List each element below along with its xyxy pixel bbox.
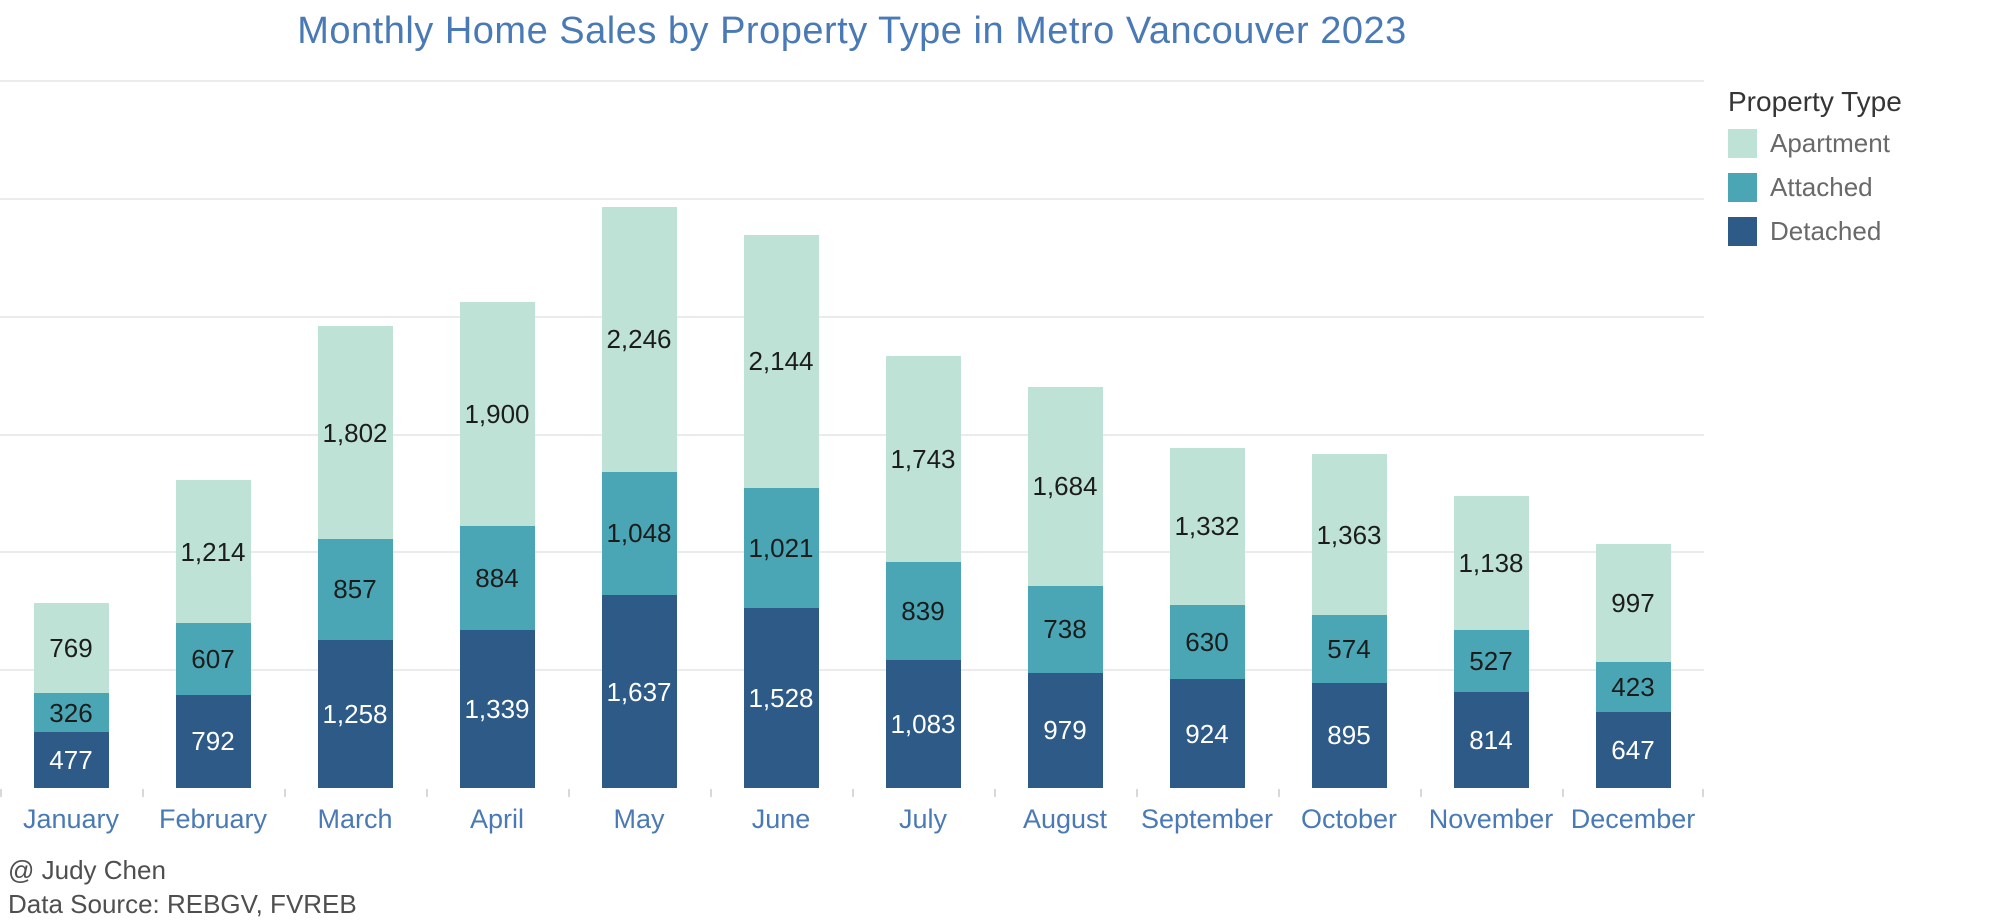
x-axis-tick	[284, 789, 286, 797]
x-axis-month-label: September	[1140, 804, 1274, 834]
x-axis-tick	[1136, 789, 1138, 797]
plot-area: 477 326 769 January 792 607 1,214 February 1,258…	[0, 80, 1704, 834]
bar-segment[interactable]	[1169, 679, 1245, 788]
gridline	[0, 197, 1704, 200]
bar-segment[interactable]	[885, 660, 961, 788]
legend-swatch	[1728, 129, 1757, 158]
bar-segment[interactable]	[317, 639, 393, 788]
bar-segment[interactable]	[743, 487, 819, 608]
x-axis-month-label: October	[1300, 804, 1398, 834]
legend-swatch	[1728, 217, 1757, 246]
x-axis-month-label: November	[1428, 804, 1554, 834]
chart-title: Monthly Home Sales by Property Type in M…	[297, 10, 1407, 52]
bar-segment[interactable]	[175, 694, 251, 788]
bar-segment[interactable]	[1595, 544, 1671, 662]
legend-swatch	[1728, 173, 1757, 202]
bar-segment[interactable]	[175, 623, 251, 695]
x-axis-tick	[710, 789, 712, 797]
legend-label: Apartment	[1770, 128, 1890, 158]
bar-segment[interactable]	[1311, 454, 1387, 615]
bar-segment[interactable]	[1169, 447, 1245, 605]
bar-segment[interactable]	[459, 526, 535, 631]
legend-label: Attached	[1770, 172, 1873, 202]
gridline	[0, 551, 1704, 554]
x-axis-tick	[568, 789, 570, 797]
legend-label: Detached	[1770, 216, 1882, 246]
legend-title: Property Type	[1728, 86, 1902, 117]
bar-segment[interactable]	[33, 731, 109, 788]
footer-author: @ Judy Chen	[8, 855, 166, 885]
bar-segment[interactable]	[1311, 614, 1387, 683]
bar-segment[interactable]	[459, 302, 535, 527]
x-axis-month-label: February	[158, 804, 268, 834]
bar-segment[interactable]	[317, 538, 393, 640]
legend: Property Type Apartment Attached Detached	[1728, 86, 1998, 260]
bar-segment[interactable]	[1169, 604, 1245, 680]
bar-segment[interactable]	[601, 595, 677, 788]
gridline	[0, 669, 1704, 672]
bar-segment[interactable]	[1027, 585, 1103, 673]
x-axis-month-label: January	[22, 804, 120, 834]
bar-segment[interactable]	[885, 356, 961, 562]
bar-segment[interactable]	[743, 235, 819, 488]
legend-item-detached[interactable]: Detached	[1728, 216, 1998, 247]
x-axis-month-label: May	[613, 804, 665, 834]
bar-segment[interactable]	[1027, 387, 1103, 586]
bar-segment[interactable]	[1453, 692, 1529, 788]
bar-segment[interactable]	[1595, 711, 1671, 788]
bar-segment[interactable]	[743, 607, 819, 788]
x-axis-month-label: March	[317, 804, 393, 834]
bar-segment[interactable]	[459, 630, 535, 788]
bar-segment[interactable]	[33, 693, 109, 732]
x-axis-month-label: April	[469, 804, 524, 834]
x-axis-month-label: August	[1022, 804, 1108, 834]
legend-item-apartment[interactable]: Apartment	[1728, 128, 1998, 159]
legend-items: Apartment Attached Detached	[1728, 128, 1998, 247]
bar-segment[interactable]	[885, 561, 961, 661]
bar-segment[interactable]	[601, 471, 677, 596]
x-axis-tick	[852, 789, 854, 797]
x-axis-tick	[1702, 789, 1704, 797]
bar-segment[interactable]	[1595, 661, 1671, 712]
x-axis-tick	[142, 789, 144, 797]
bar-segment[interactable]	[1453, 495, 1529, 630]
bar-segment[interactable]	[1027, 672, 1103, 788]
x-axis-month-label: December	[1570, 804, 1696, 834]
bar-segment[interactable]	[1311, 682, 1387, 788]
x-axis-tick	[994, 789, 996, 797]
gridline	[0, 80, 1704, 82]
x-axis-tick	[1420, 789, 1422, 797]
bar-segment[interactable]	[1453, 629, 1529, 693]
x-axis-tick	[0, 789, 2, 797]
gridline	[0, 433, 1704, 436]
x-axis-month-label: June	[751, 804, 811, 834]
legend-item-attached[interactable]: Attached	[1728, 172, 1998, 203]
x-axis-month-label: July	[898, 804, 947, 834]
footer-data-source: Data Source: REBGV, FVREB	[8, 889, 357, 919]
bar-segment[interactable]	[317, 326, 393, 539]
x-axis-tick	[1278, 789, 1280, 797]
bar-segment[interactable]	[175, 480, 251, 624]
gridline	[0, 315, 1704, 318]
bar-segment[interactable]	[601, 206, 677, 472]
x-axis-tick	[426, 789, 428, 797]
bar-segment[interactable]	[33, 602, 109, 694]
x-axis-tick	[1562, 789, 1564, 797]
